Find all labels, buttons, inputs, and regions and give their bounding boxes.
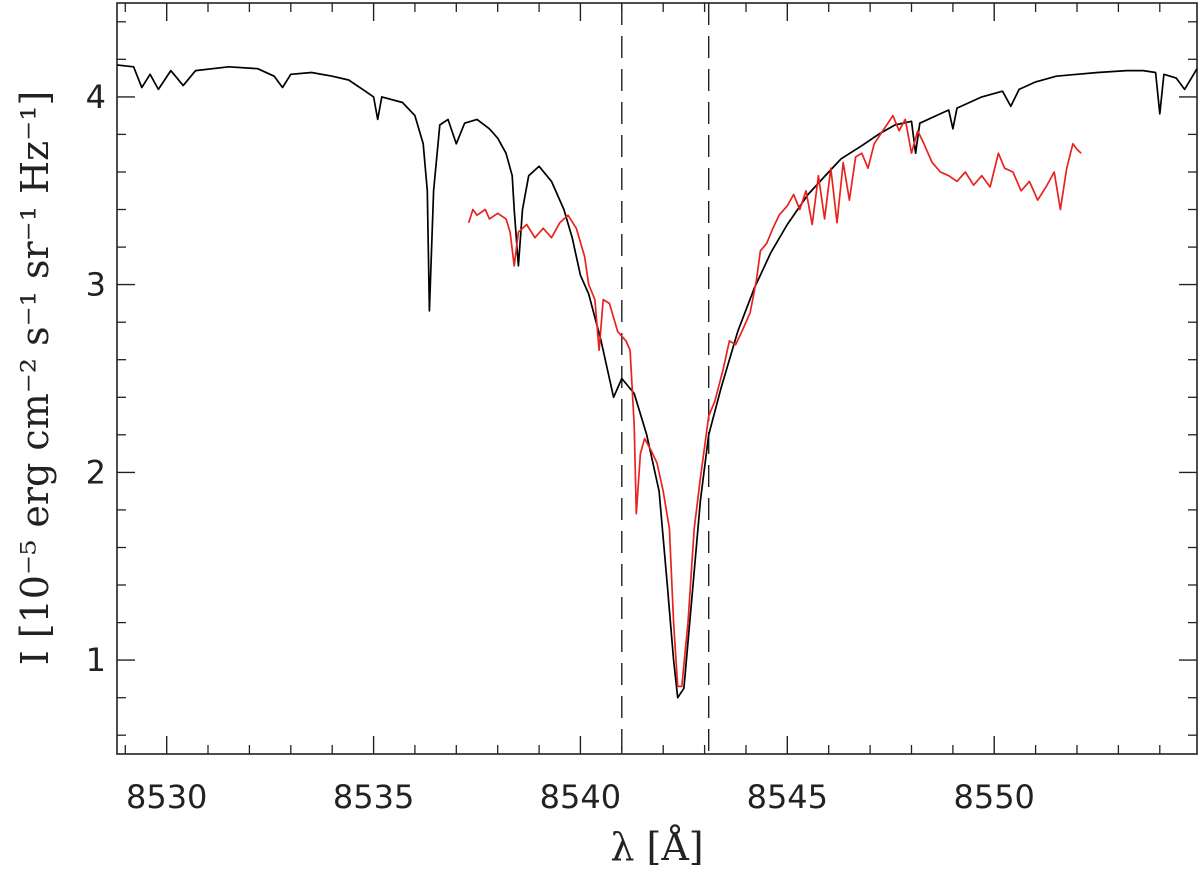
x-tick-label: 8530 (126, 778, 207, 816)
major-ticks (117, 3, 1197, 754)
x-axis-label: λ [Å] (610, 825, 703, 869)
y-axis-label: I [10⁻⁵ erg cm⁻² s⁻¹ sr⁻¹ Hz⁻¹] (13, 91, 57, 666)
x-tick-labels: 8530 8535 8540 8545 8550 (126, 778, 1035, 816)
x-tick-label: 8535 (333, 778, 414, 816)
y-tick-labels: 1 2 3 4 (86, 78, 106, 679)
y-tick-label: 2 (86, 453, 106, 491)
y-tick-label: 1 (86, 641, 106, 679)
x-tick-label: 8545 (747, 778, 828, 816)
x-tick-label: 8550 (953, 778, 1034, 816)
minor-ticks (117, 3, 1197, 754)
spectrum-line-red (467, 114, 1082, 688)
x-tick-label: 8540 (540, 778, 621, 816)
y-tick-label: 3 (86, 266, 106, 304)
y-tick-label: 4 (86, 78, 106, 116)
series-layer (116, 64, 1198, 699)
dashed-reference-lines (621, 3, 710, 754)
plot-frame (116, 2, 1198, 755)
spectrum-line-black (116, 64, 1198, 699)
